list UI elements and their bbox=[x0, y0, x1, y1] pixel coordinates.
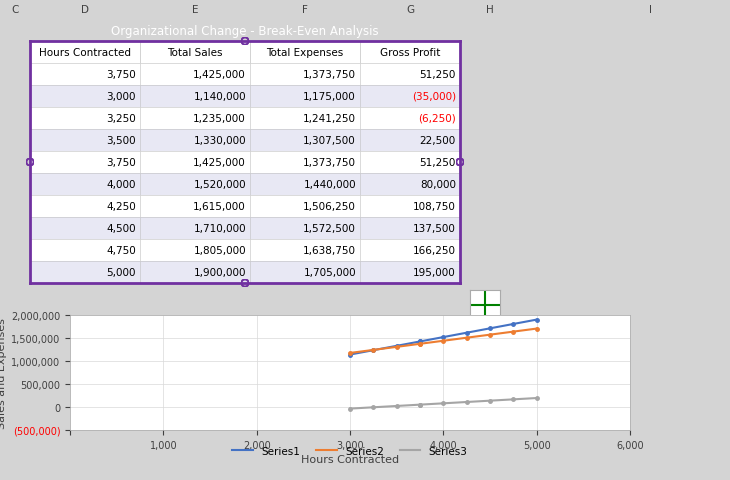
Text: 51,250: 51,250 bbox=[420, 70, 456, 80]
Text: 1,241,250: 1,241,250 bbox=[303, 114, 356, 124]
Text: 4,250: 4,250 bbox=[107, 202, 136, 212]
Text: 1,235,000: 1,235,000 bbox=[193, 114, 246, 124]
Text: 1,373,750: 1,373,750 bbox=[303, 70, 356, 80]
Text: 1,175,000: 1,175,000 bbox=[303, 92, 356, 102]
Text: Gross Profit: Gross Profit bbox=[380, 48, 440, 58]
Text: 51,250: 51,250 bbox=[420, 157, 456, 168]
Text: 1,572,500: 1,572,500 bbox=[303, 224, 356, 233]
Text: 1,425,000: 1,425,000 bbox=[193, 157, 246, 168]
Text: 4,500: 4,500 bbox=[107, 224, 136, 233]
Text: 3,500: 3,500 bbox=[107, 136, 136, 146]
Text: 1,710,000: 1,710,000 bbox=[193, 224, 246, 233]
Text: (6,250): (6,250) bbox=[418, 114, 456, 124]
Text: E: E bbox=[192, 5, 199, 15]
Text: I: I bbox=[648, 5, 651, 15]
Y-axis label: Sales and Expenses: Sales and Expenses bbox=[0, 317, 7, 428]
Text: 4,750: 4,750 bbox=[107, 245, 136, 255]
Text: Total Sales: Total Sales bbox=[167, 48, 223, 58]
Text: (35,000): (35,000) bbox=[412, 92, 456, 102]
X-axis label: Hours Contracted: Hours Contracted bbox=[301, 454, 399, 464]
Text: D: D bbox=[81, 5, 89, 15]
Text: 80,000: 80,000 bbox=[420, 180, 456, 190]
Text: C: C bbox=[11, 5, 19, 15]
Text: 1,307,500: 1,307,500 bbox=[303, 136, 356, 146]
Text: 1,520,000: 1,520,000 bbox=[193, 180, 246, 190]
Text: 166,250: 166,250 bbox=[413, 245, 456, 255]
Text: Total Expenses: Total Expenses bbox=[266, 48, 344, 58]
Legend: Series1, Series2, Series3: Series1, Series2, Series3 bbox=[228, 442, 472, 460]
Text: 3,750: 3,750 bbox=[107, 157, 136, 168]
Text: 1,615,000: 1,615,000 bbox=[193, 202, 246, 212]
Text: 1,440,000: 1,440,000 bbox=[304, 180, 356, 190]
Text: 3,750: 3,750 bbox=[107, 70, 136, 80]
Text: 1,425,000: 1,425,000 bbox=[193, 70, 246, 80]
Text: H: H bbox=[486, 5, 494, 15]
Text: 1,330,000: 1,330,000 bbox=[193, 136, 246, 146]
Text: 137,500: 137,500 bbox=[413, 224, 456, 233]
Text: 108,750: 108,750 bbox=[413, 202, 456, 212]
Text: 22,500: 22,500 bbox=[420, 136, 456, 146]
Text: Hours Contracted: Hours Contracted bbox=[39, 48, 131, 58]
Text: 5,000: 5,000 bbox=[107, 267, 136, 277]
Text: 1,506,250: 1,506,250 bbox=[303, 202, 356, 212]
Text: 1,900,000: 1,900,000 bbox=[193, 267, 246, 277]
Text: F: F bbox=[302, 5, 308, 15]
Text: 195,000: 195,000 bbox=[413, 267, 456, 277]
Text: 1,638,750: 1,638,750 bbox=[303, 245, 356, 255]
Text: G: G bbox=[406, 5, 414, 15]
Text: 4,000: 4,000 bbox=[107, 180, 136, 190]
Text: Organizational Change - Break-Even Analysis: Organizational Change - Break-Even Analy… bbox=[111, 24, 379, 37]
Text: 1,705,000: 1,705,000 bbox=[304, 267, 356, 277]
Text: 3,250: 3,250 bbox=[107, 114, 136, 124]
Text: 3,000: 3,000 bbox=[107, 92, 136, 102]
Text: 1,805,000: 1,805,000 bbox=[193, 245, 246, 255]
Text: 1,140,000: 1,140,000 bbox=[193, 92, 246, 102]
Text: 1,373,750: 1,373,750 bbox=[303, 157, 356, 168]
